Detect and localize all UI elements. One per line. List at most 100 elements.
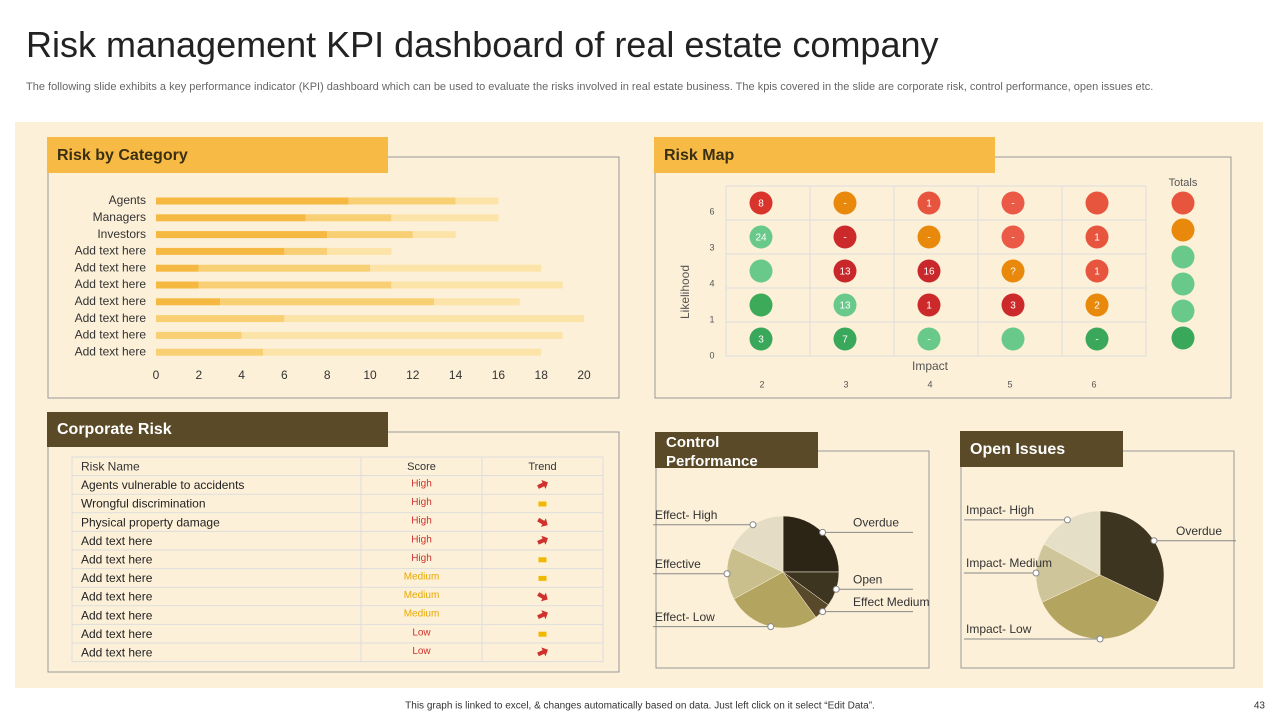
panel-title: Risk Map <box>664 147 734 164</box>
pie-label: Effective <box>655 557 701 571</box>
leader-dot <box>1096 635 1104 643</box>
y-tick-label: 4 <box>709 278 714 288</box>
risk-score: Medium <box>404 572 440 583</box>
y-tick-label: 1 <box>709 314 714 324</box>
totals-label: Totals <box>1169 177 1198 189</box>
slide-subtitle: The following slide exhibits a key perfo… <box>26 81 1154 93</box>
x-tick-label: 4 <box>238 368 245 382</box>
y-tick-label: Add text here <box>75 244 147 258</box>
risk-score: High <box>411 479 432 490</box>
column-header: Score <box>407 461 436 473</box>
trend-icon <box>538 557 547 563</box>
risk-score: High <box>411 516 432 527</box>
bar-segment <box>156 281 199 289</box>
total-dot <box>1171 299 1195 323</box>
risk-dot <box>917 327 941 351</box>
risk-dot-label: 1 <box>926 199 932 210</box>
trend-icon <box>537 610 548 620</box>
trend-icon <box>538 575 547 581</box>
risk-dot <box>1085 259 1109 283</box>
bar-segment <box>156 331 242 339</box>
risk-name: Add text here <box>81 534 153 548</box>
leader-dot <box>819 528 827 536</box>
risk-dot <box>833 225 857 249</box>
risk-dot <box>1001 191 1025 215</box>
risk-dot <box>1001 225 1025 249</box>
risk-dot-label: ? <box>1010 267 1016 278</box>
risk-dot-label: 1 <box>1094 267 1100 278</box>
total-dot <box>1171 191 1195 215</box>
risk-dot <box>749 191 773 215</box>
risk-dot <box>1001 327 1025 351</box>
panel <box>47 156 620 399</box>
y-tick-label: Add text here <box>75 277 147 291</box>
risk-dot-label: 3 <box>1010 301 1016 312</box>
x-tick-label: 5 <box>1007 379 1012 389</box>
risk-dot <box>749 259 773 283</box>
bar-segment <box>156 298 221 306</box>
risk-dot <box>1001 259 1025 283</box>
risk-name: Physical property damage <box>81 515 220 529</box>
y-tick-label: 0 <box>709 350 714 360</box>
risk-dot <box>833 191 857 215</box>
pie-label: Impact- High <box>966 503 1034 517</box>
pie-label: Open <box>853 572 882 586</box>
risk-name: Add text here <box>81 571 153 585</box>
trend-icon <box>537 647 548 657</box>
bar-segment <box>220 298 435 306</box>
bar-segment <box>327 231 413 239</box>
trend-icon <box>537 517 548 527</box>
risk-dot-label: 1 <box>1094 233 1100 244</box>
pie-label: Effect- Low <box>655 610 715 624</box>
x-tick-label: 8 <box>324 368 331 382</box>
risk-dot-label: - <box>927 335 930 346</box>
risk-score: High <box>411 497 432 508</box>
risk-name: Add text here <box>81 645 153 659</box>
bar-segment <box>327 247 392 255</box>
x-tick-label: 16 <box>492 368 506 382</box>
trend-icon <box>538 631 547 637</box>
y-tick-label: Add text here <box>75 294 147 308</box>
risk-dot-label: - <box>1011 199 1014 210</box>
risk-dot-label: 24 <box>755 233 767 244</box>
bar-segment <box>156 231 328 239</box>
leader-dot <box>749 521 757 529</box>
risk-dot <box>1085 327 1109 351</box>
risk-dot-label: - <box>1095 335 1098 346</box>
panel-title: Control Performance <box>666 434 758 470</box>
panel-tab <box>47 137 388 173</box>
risk-dot-label: 1 <box>926 301 932 312</box>
trend-icon <box>537 592 548 602</box>
leader-dot <box>1150 537 1158 545</box>
x-tick-label: 2 <box>195 368 202 382</box>
risk-dot-label: 16 <box>923 267 935 278</box>
total-dot <box>1171 218 1195 242</box>
risk-name: Add text here <box>81 590 153 604</box>
x-tick-label: 14 <box>449 368 463 382</box>
pie-label: Impact- Medium <box>966 556 1052 570</box>
page-number: 43 <box>1254 701 1266 712</box>
risk-name: Wrongful discrimination <box>81 497 206 511</box>
trend-icon <box>537 479 548 490</box>
risk-dot-label: 13 <box>839 301 851 312</box>
pie-label: Effect- High <box>655 508 717 522</box>
bar-segment <box>156 247 285 255</box>
risk-dot <box>917 191 941 215</box>
leader-dot <box>1032 569 1040 577</box>
risk-dot <box>1085 191 1109 215</box>
risk-dot <box>1001 293 1025 317</box>
y-tick-label: Add text here <box>75 311 147 325</box>
risk-score: High <box>411 553 432 564</box>
y-tick-label: Add text here <box>75 328 147 342</box>
pie-label: Overdue <box>1176 524 1222 538</box>
risk-dot <box>1085 293 1109 317</box>
y-tick-label: 3 <box>709 242 714 252</box>
risk-score: Medium <box>404 590 440 601</box>
risk-score: High <box>411 534 432 545</box>
y-axis-label: Likelihood <box>678 265 692 319</box>
bar-segment <box>391 281 563 289</box>
risk-dot <box>917 225 941 249</box>
x-tick-label: 18 <box>535 368 549 382</box>
risk-dot <box>749 293 773 317</box>
